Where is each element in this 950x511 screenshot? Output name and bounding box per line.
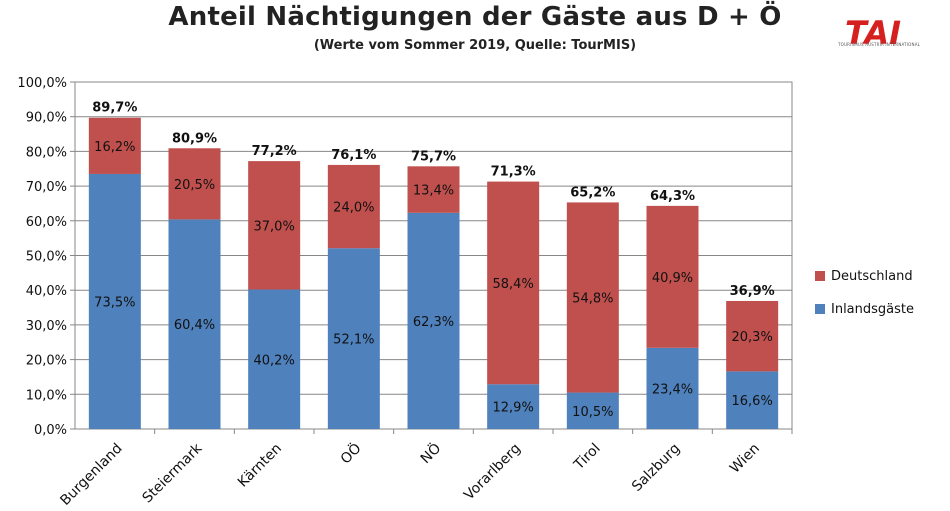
x-tick-label: Wien xyxy=(727,441,763,477)
tai-logo: TAI xyxy=(845,16,901,50)
bar-inlandsgaeste xyxy=(168,219,221,429)
data-label-inlandsgaeste: 60,4% xyxy=(174,318,215,333)
x-tick-label: Kärnten xyxy=(235,441,285,491)
legend-label: Deutschland xyxy=(831,269,913,284)
data-label-deutschland: 37,0% xyxy=(254,219,295,234)
y-tick-label: 100,0% xyxy=(17,76,67,91)
bar-inlandsgaeste xyxy=(646,347,699,429)
y-tick-label: 10,0% xyxy=(26,388,67,403)
y-tick-label: 40,0% xyxy=(26,284,67,299)
y-tick-label: 30,0% xyxy=(26,319,67,334)
x-tick-label: NÖ xyxy=(416,439,444,467)
data-label-total: 75,7% xyxy=(411,149,456,164)
chart-subtitle: (Werte vom Sommer 2019, Quelle: TourMIS) xyxy=(313,38,637,53)
bar-deutschland xyxy=(726,300,779,372)
y-tick-label: 50,0% xyxy=(26,250,67,265)
legend-label: Inlandsgäste xyxy=(831,302,914,317)
x-tick-label: OÖ xyxy=(336,439,364,467)
y-tick-label: 20,0% xyxy=(26,354,67,369)
data-label-total: 36,9% xyxy=(730,284,775,299)
bar-deutschland xyxy=(327,164,380,249)
data-label-deutschland: 24,0% xyxy=(333,201,374,216)
data-label-total: 76,1% xyxy=(331,148,376,163)
bar-inlandsgaeste xyxy=(248,289,301,429)
legend-swatch xyxy=(815,304,825,314)
legend-swatch xyxy=(815,271,825,281)
data-label-inlandsgaeste: 52,1% xyxy=(333,333,374,348)
data-label-inlandsgaeste: 10,5% xyxy=(572,405,613,420)
chart-title: Anteil Nächtigungen der Gäste aus D + Ö xyxy=(168,2,782,32)
logo-text: TAI xyxy=(845,16,901,50)
bar-deutschland xyxy=(248,161,301,290)
data-label-inlandsgaeste: 62,3% xyxy=(413,315,454,330)
data-label-inlandsgaeste: 40,2% xyxy=(254,353,295,368)
bar-deutschland xyxy=(487,181,540,385)
x-tick-label: Burgenland xyxy=(57,441,125,509)
y-tick-label: 70,0% xyxy=(26,180,67,195)
data-label-inlandsgaeste: 12,9% xyxy=(493,401,534,416)
data-label-total: 80,9% xyxy=(172,131,217,146)
bar-inlandsgaeste xyxy=(327,248,380,429)
y-tick-label: 80,0% xyxy=(26,145,67,160)
y-tick-label: 60,0% xyxy=(26,215,67,230)
bar-inlandsgaeste xyxy=(487,384,540,429)
data-label-deutschland: 20,5% xyxy=(174,178,215,193)
bar-deutschland xyxy=(407,166,460,213)
y-tick-label: 90,0% xyxy=(26,111,67,126)
bar-deutschland xyxy=(646,205,699,348)
y-tick-label: 0,0% xyxy=(34,423,67,438)
x-tick-label: Tirol xyxy=(570,441,603,474)
data-label-deutschland: 20,3% xyxy=(732,330,773,345)
x-tick-label: Vorarlberg xyxy=(461,441,524,504)
bar-inlandsgaeste xyxy=(88,173,141,429)
data-label-total: 65,2% xyxy=(570,185,615,200)
data-label-inlandsgaeste: 16,6% xyxy=(732,394,773,409)
logo-tagline: TOURISMUS AUSTRIA INTERNATIONAL xyxy=(838,42,921,47)
data-label-total: 64,3% xyxy=(650,189,695,204)
data-label-total: 71,3% xyxy=(491,165,536,180)
bar-inlandsgaeste xyxy=(726,371,779,429)
data-label-total: 77,2% xyxy=(252,144,297,159)
data-label-deutschland: 58,4% xyxy=(493,277,534,292)
data-label-total: 89,7% xyxy=(92,101,137,116)
x-tick-label: Steiermark xyxy=(140,440,206,506)
data-label-inlandsgaeste: 73,5% xyxy=(94,295,135,310)
data-label-deutschland: 13,4% xyxy=(413,184,454,199)
bar-deutschland xyxy=(168,148,221,220)
data-label-deutschland: 40,9% xyxy=(652,271,693,286)
data-label-inlandsgaeste: 23,4% xyxy=(652,382,693,397)
bar-inlandsgaeste xyxy=(566,392,619,429)
data-label-deutschland: 54,8% xyxy=(572,291,613,306)
bar-inlandsgaeste xyxy=(407,212,460,429)
x-tick-label: Salzburg xyxy=(629,441,683,495)
bar-deutschland xyxy=(566,202,619,393)
data-label-deutschland: 16,2% xyxy=(94,140,135,155)
bar-deutschland xyxy=(88,117,141,174)
